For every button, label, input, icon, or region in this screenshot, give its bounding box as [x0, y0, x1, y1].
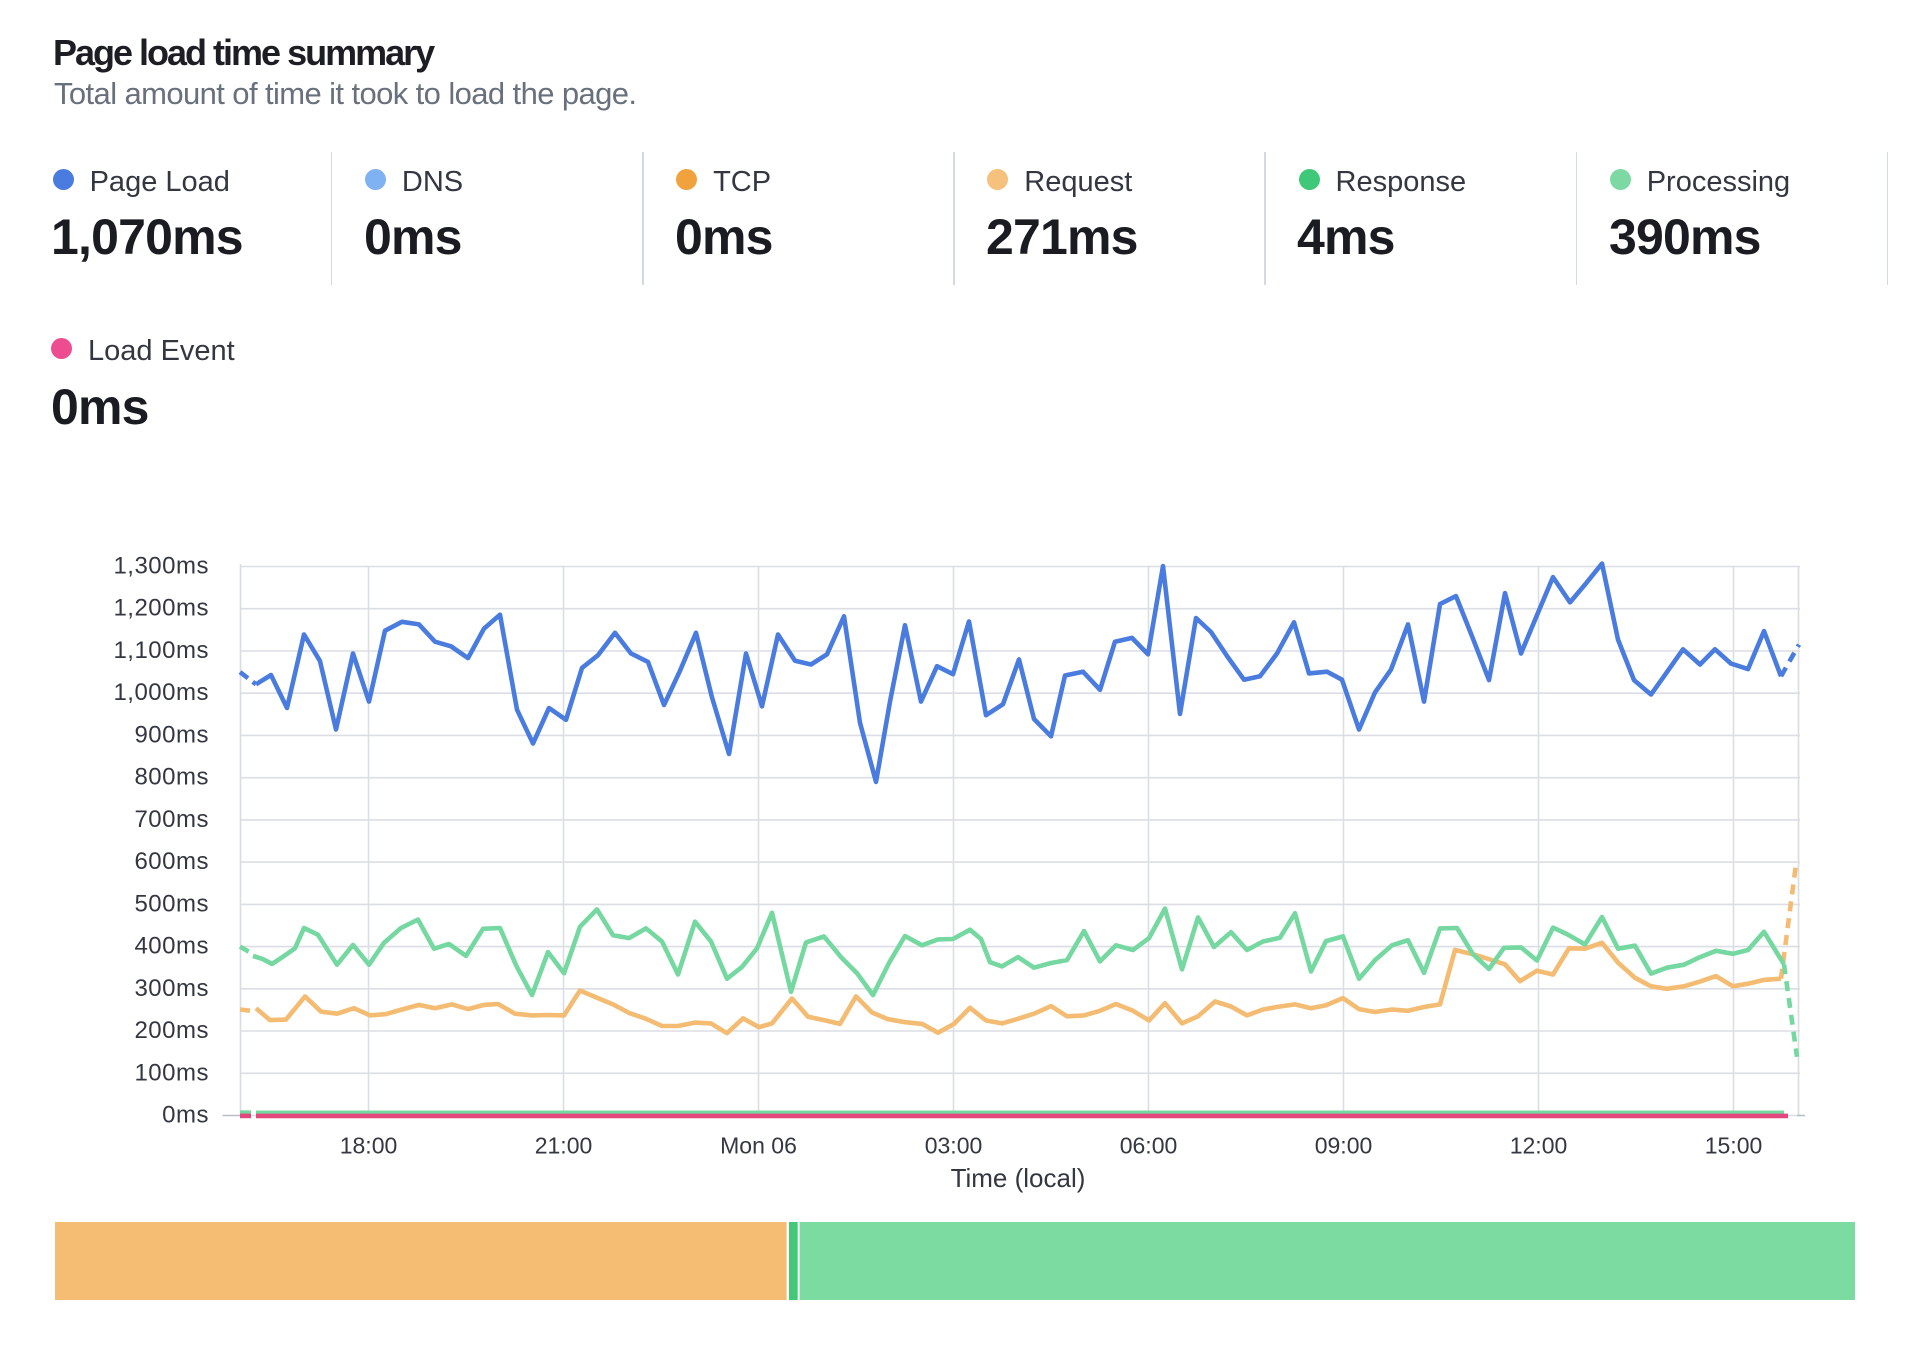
svg-text:900ms: 900ms [134, 721, 209, 748]
svg-text:1,200ms: 1,200ms [113, 595, 209, 622]
svg-text:1,300ms: 1,300ms [113, 553, 209, 580]
svg-text:Time (local): Time (local) [951, 1163, 1086, 1193]
svg-text:500ms: 500ms [134, 890, 209, 917]
svg-text:03:00: 03:00 [925, 1133, 983, 1159]
svg-text:800ms: 800ms [134, 764, 209, 791]
svg-text:600ms: 600ms [134, 848, 209, 875]
svg-text:1,000ms: 1,000ms [113, 679, 209, 706]
svg-text:0ms: 0ms [162, 1102, 209, 1129]
svg-text:300ms: 300ms [134, 975, 209, 1002]
svg-text:400ms: 400ms [134, 933, 209, 960]
svg-text:200ms: 200ms [134, 1017, 209, 1044]
svg-text:15:00: 15:00 [1705, 1133, 1763, 1159]
svg-text:700ms: 700ms [134, 806, 209, 833]
svg-text:09:00: 09:00 [1315, 1133, 1373, 1159]
svg-text:12:00: 12:00 [1510, 1133, 1568, 1159]
svg-text:1,100ms: 1,100ms [113, 637, 209, 664]
svg-text:18:00: 18:00 [340, 1133, 398, 1159]
svg-text:21:00: 21:00 [535, 1133, 593, 1159]
svg-text:Mon 06: Mon 06 [720, 1133, 797, 1159]
svg-text:06:00: 06:00 [1120, 1133, 1178, 1159]
svg-text:100ms: 100ms [134, 1059, 209, 1086]
